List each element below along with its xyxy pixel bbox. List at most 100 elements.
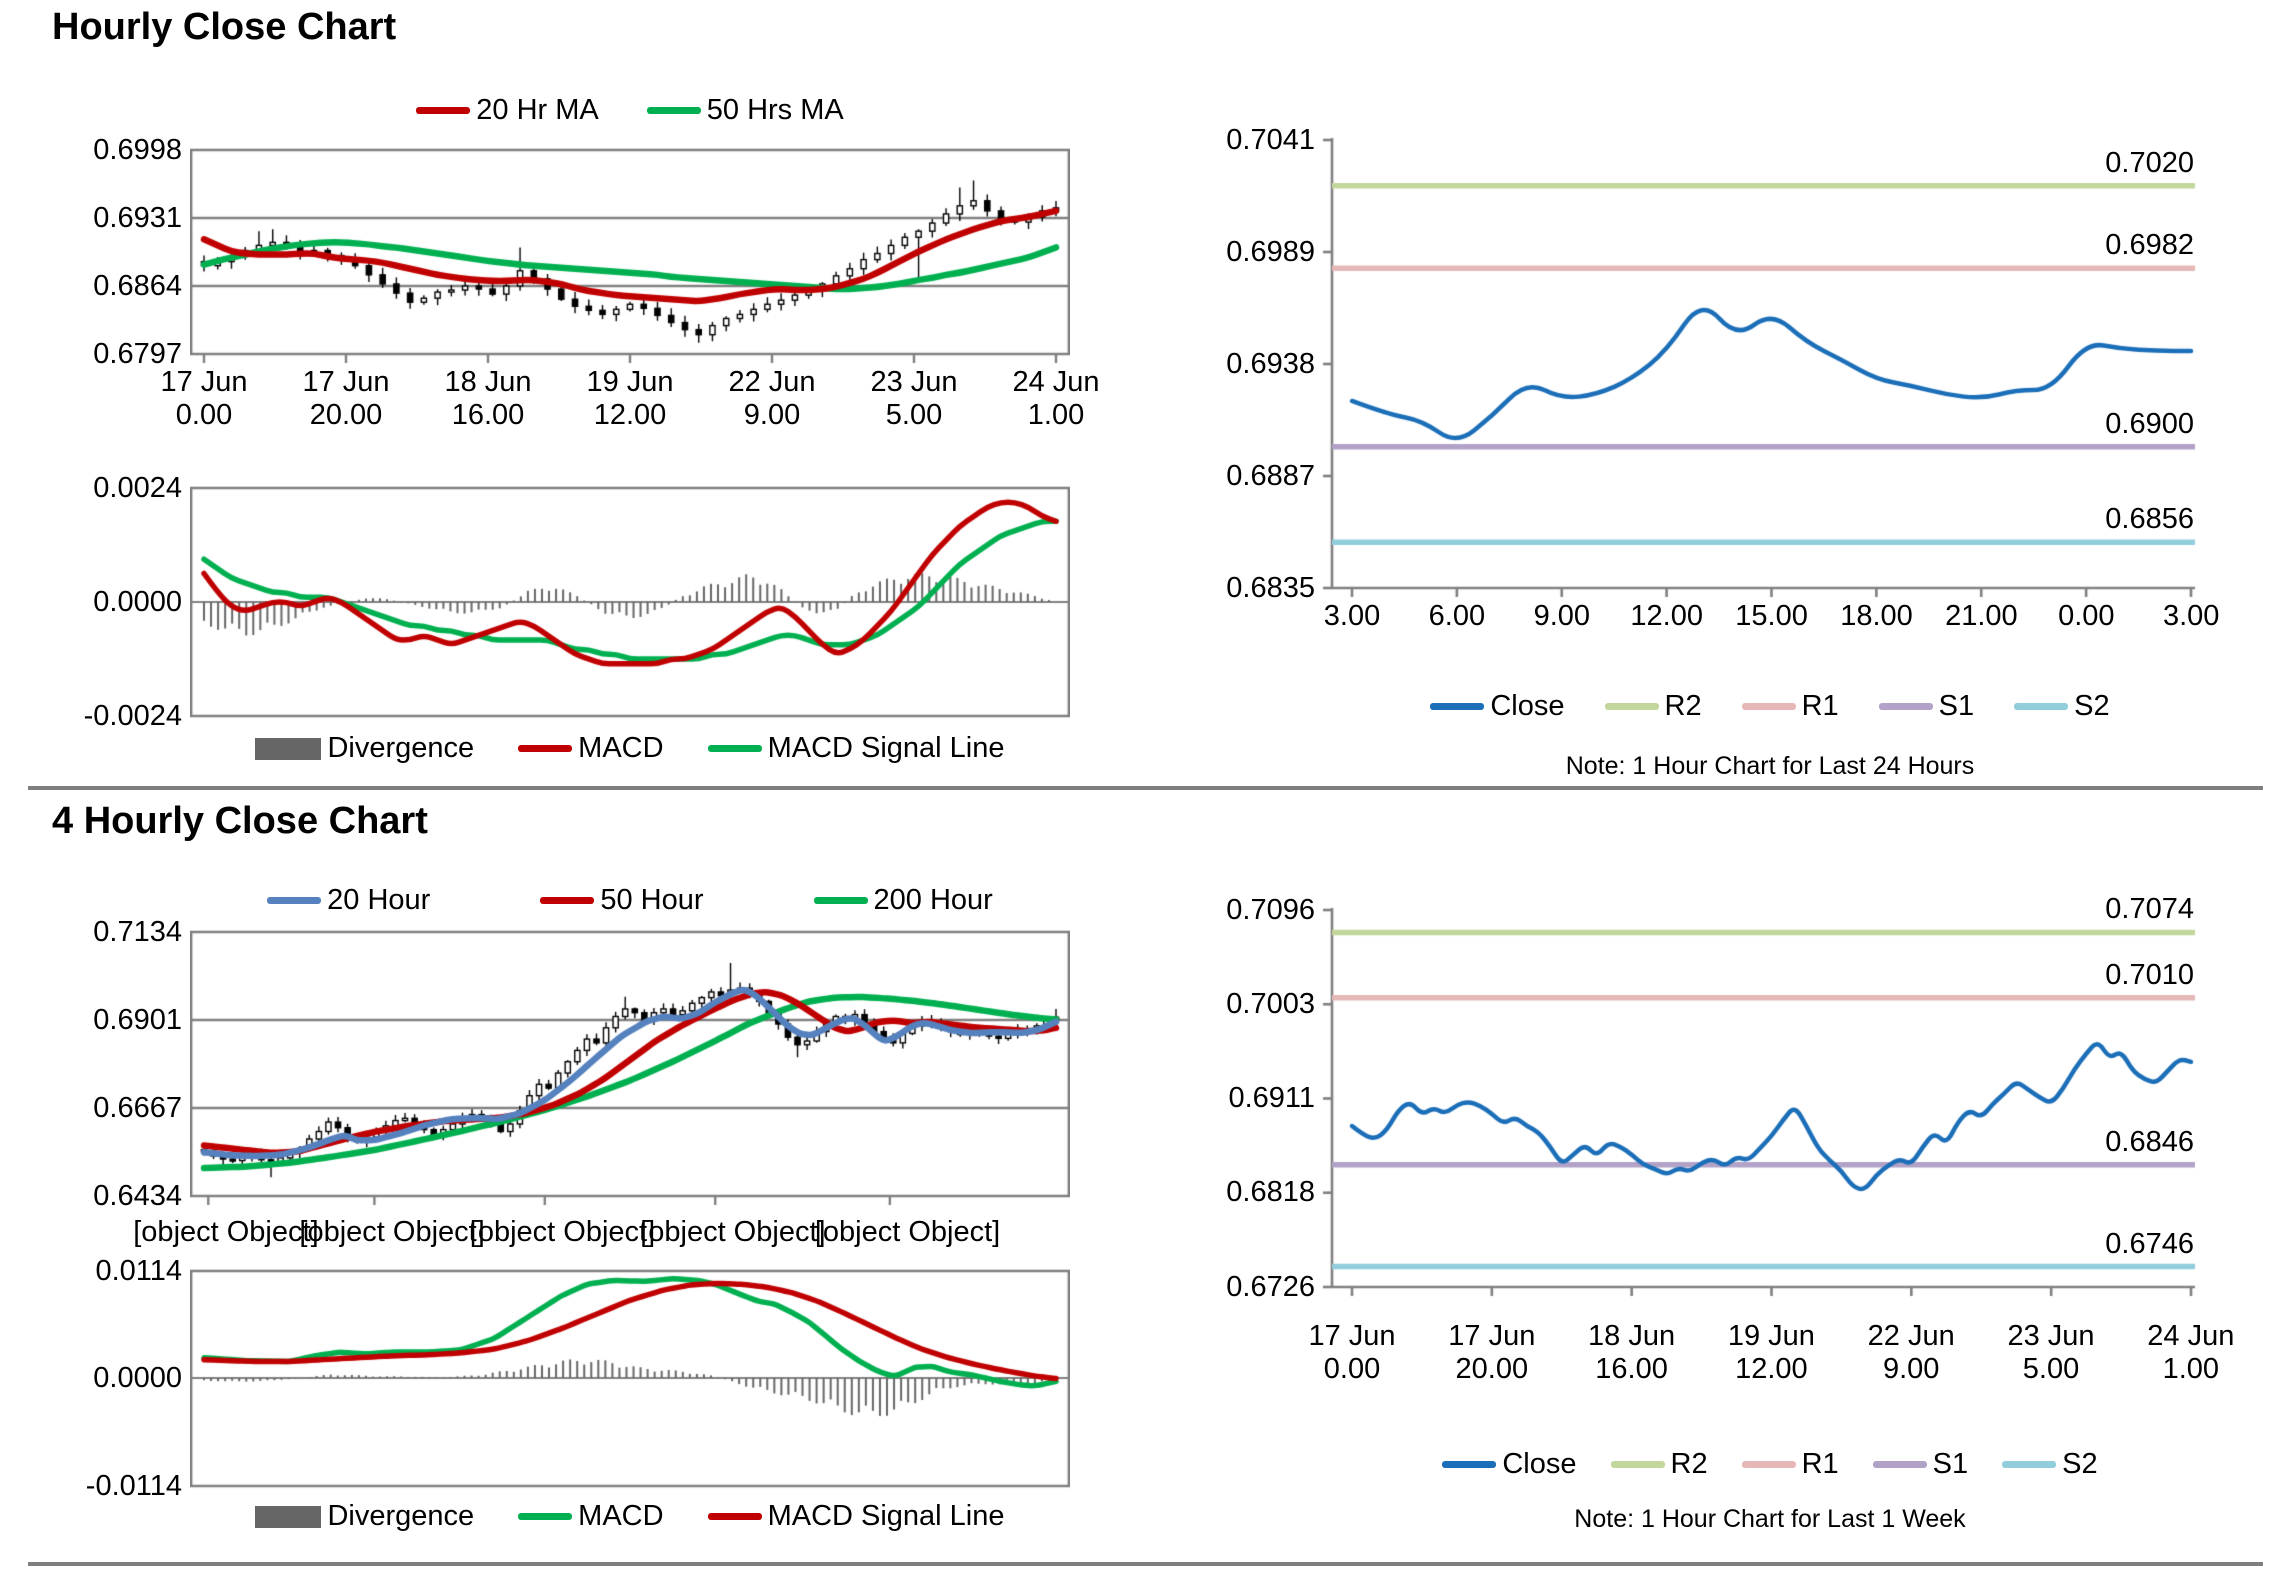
legend-item-divergence: Divergence: [255, 732, 474, 765]
legend-bar-swatch: [255, 737, 322, 760]
x-axis-tick-label: 15.00: [1735, 600, 1808, 632]
hourly-price-canvas: [190, 148, 1070, 366]
legend-item-macd-signal-line: MACD Signal Line: [707, 1500, 1005, 1533]
y-axis-tick-label: 0.6818: [1226, 1176, 1315, 1208]
x-axis-tick-label: 6.00: [1428, 600, 1486, 632]
x-axis-tick-label: 21.00: [1945, 600, 2018, 632]
x-tick-time: 0.00: [175, 399, 233, 431]
x-axis-tick-label: [object Object]: [640, 1216, 826, 1248]
x-tick-date: 22 Jun: [1867, 1320, 1955, 1352]
y-axis-tick-label: 0.6726: [1226, 1271, 1315, 1303]
legend-item-r1: R1: [1741, 690, 1839, 723]
legend-line-swatch: [707, 1513, 762, 1520]
x-tick-time: 16.00: [1595, 1353, 1668, 1385]
x-tick-date: 18 Jun: [1588, 1320, 1676, 1352]
y-axis-tick-label: 0.6797: [93, 338, 182, 370]
x-tick-time: 0.00: [1323, 1353, 1381, 1385]
y-axis-tick-label: -0.0024: [83, 700, 182, 732]
legend-line-swatch: [1442, 1461, 1497, 1468]
x-axis-tick-label: 19 Jun 12.00: [555, 366, 705, 432]
pivot-value-label-s1: 0.6846: [2105, 1125, 2194, 1158]
x-axis-tick-label: 17 Jun 0.00: [1277, 1320, 1427, 1386]
legend-line-swatch: [1741, 703, 1796, 710]
y-axis-tick-label: 0.7003: [1226, 988, 1315, 1020]
x-axis-tick-label: [object Object]: [299, 1216, 485, 1248]
legend-item-macd-signal-line: MACD Signal Line: [707, 732, 1005, 765]
x-tick-date: 17 Jun: [1308, 1320, 1396, 1352]
legend-line-swatch: [540, 897, 595, 904]
x-tick-date: 19 Jun: [1727, 1320, 1815, 1352]
legend-label: Close: [1490, 690, 1565, 722]
pivot-value-label-s1: 0.6900: [2105, 407, 2194, 440]
legend-line-swatch: [518, 745, 573, 752]
y-axis-tick-label: 0.6931: [93, 202, 182, 234]
y-axis-tick-label: 0.6887: [1226, 460, 1315, 492]
x-axis-tick-label: 19 Jun 12.00: [1696, 1320, 1846, 1386]
hourly-pivot-canvas: [1320, 136, 2210, 598]
legend-item-200-hour: 200 Hour: [813, 884, 993, 917]
fourhourly-macd-legend: Divergence MACD MACD Signal Line: [190, 1500, 1070, 1533]
pivot-value-label-r1: 0.7010: [2105, 958, 2194, 991]
legend-line-swatch: [267, 897, 322, 904]
legend-label: S1: [1938, 690, 1975, 722]
legend-label: Divergence: [327, 732, 475, 764]
y-axis-tick-label: 0.6989: [1226, 236, 1315, 268]
legend-item-divergence: Divergence: [255, 1500, 474, 1533]
legend-line-swatch: [1872, 1461, 1927, 1468]
y-axis-tick-label: 0.6998: [93, 134, 182, 166]
x-axis-tick-label: 22 Jun 9.00: [1836, 1320, 1986, 1386]
x-axis-tick-label: 3.00: [2162, 600, 2220, 632]
legend-label: R1: [1801, 690, 1839, 722]
pivot-value-label-r1: 0.6982: [2105, 229, 2194, 262]
x-tick-time: 9.00: [1882, 1353, 1940, 1385]
hourly-macd-canvas: [190, 486, 1070, 720]
legend-bar-swatch: [255, 1505, 322, 1528]
bottom-divider: [28, 1562, 2263, 1566]
x-tick-date: 23 Jun: [2007, 1320, 2095, 1352]
fourhourly-macd-canvas: [190, 1269, 1070, 1495]
weekly-pivot-note: Note: 1 Hour Chart for Last 1 Week: [1574, 1505, 1966, 1533]
x-axis-tick-label: [object Object]: [469, 1216, 656, 1248]
y-axis-tick-label: 0.7134: [93, 916, 182, 948]
legend-label: MACD: [578, 1500, 664, 1532]
x-axis-tick-label: 9.00: [1533, 600, 1591, 632]
legend-label: Close: [1502, 1448, 1577, 1480]
x-tick-time: 20.00: [309, 399, 383, 431]
y-axis-tick-label: 0.6864: [93, 270, 182, 302]
x-tick-time: 1.00: [2162, 1353, 2220, 1385]
x-tick-time: 9.00: [743, 399, 801, 431]
fourhourly-section-title: 4 Hourly Close Chart: [52, 800, 428, 842]
legend-item-50-hrs-ma: 50 Hrs MA: [646, 94, 844, 127]
legend-line-swatch: [416, 107, 471, 114]
legend-line-swatch: [1878, 703, 1933, 710]
legend-line-swatch: [2014, 703, 2069, 710]
legend-label: MACD Signal Line: [767, 732, 1005, 764]
y-axis-tick-label: 0.6835: [1226, 572, 1315, 604]
y-axis-tick-label: 0.0000: [93, 1362, 182, 1394]
legend-item-r2: R2: [1610, 1448, 1708, 1481]
y-axis-tick-label: 0.0000: [93, 586, 182, 618]
x-axis-tick-label: 18 Jun 16.00: [1557, 1320, 1707, 1386]
x-tick-date: 24 Jun: [2147, 1320, 2235, 1352]
x-axis-tick-label: 17 Jun 0.00: [129, 366, 279, 432]
y-axis-tick-label: 0.6938: [1226, 348, 1315, 380]
x-axis-tick-label: 17 Jun 20.00: [271, 366, 421, 432]
y-axis-tick-label: 0.6901: [93, 1004, 182, 1036]
x-tick-date: 19 Jun: [586, 366, 674, 398]
legend-label: MACD Signal Line: [767, 1500, 1005, 1532]
legend-item-s1: S1: [1878, 690, 1975, 723]
legend-line-swatch: [1741, 1461, 1796, 1468]
x-axis-tick-label: 17 Jun 20.00: [1417, 1320, 1567, 1386]
pivot-value-label-s2: 0.6856: [2105, 503, 2194, 536]
legend-item-close: Close: [1442, 1448, 1577, 1481]
legend-item-50-hour: 50 Hour: [540, 884, 704, 917]
hourly-macd-legend: Divergence MACD MACD Signal Line: [190, 732, 1070, 765]
hourly-pivot-note: Note: 1 Hour Chart for Last 24 Hours: [1565, 752, 1975, 780]
weekly-pivot-canvas: [1320, 906, 2210, 1302]
legend-item-s2: S2: [2002, 1448, 2098, 1481]
y-axis-tick-label: 0.7096: [1226, 894, 1315, 926]
fourhourly-price-canvas: [190, 930, 1070, 1208]
x-axis-tick-label: 22 Jun 9.00: [697, 366, 847, 432]
legend-label: R2: [1670, 1448, 1708, 1480]
